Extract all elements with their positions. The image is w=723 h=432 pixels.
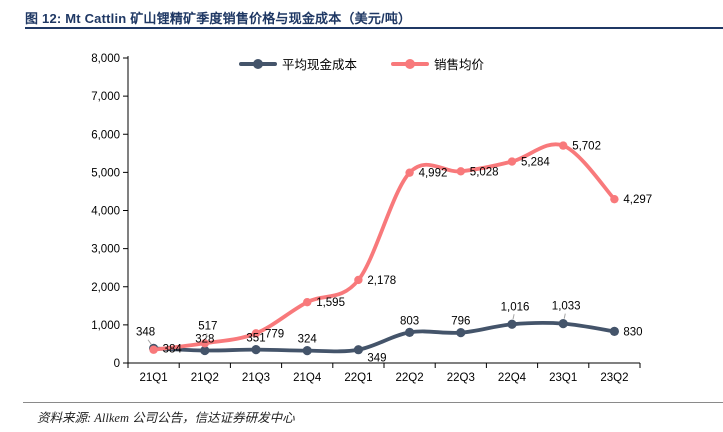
data-point-cash-cost (456, 328, 466, 338)
x-tick-label: 23Q1 (549, 372, 577, 384)
y-tick-label: 8,000 (91, 53, 120, 65)
data-label: 796 (451, 316, 470, 328)
legend-marker-icon (391, 58, 429, 69)
data-label: 803 (400, 315, 419, 327)
y-tick-label: 0 (114, 358, 120, 370)
data-label: 4,992 (419, 168, 448, 180)
data-point-cash-cost (353, 345, 363, 355)
data-point-price (149, 345, 158, 354)
data-point-price (303, 297, 312, 307)
data-label: 324 (298, 334, 318, 346)
data-point-cash-cost (200, 345, 210, 356)
data-point-price (610, 194, 619, 204)
y-tick-label: 3,000 (91, 244, 120, 256)
data-label: 351 (246, 333, 265, 345)
data-point-cash-cost (405, 327, 415, 337)
x-tick-label: 23Q2 (600, 372, 628, 384)
data-label: 328 (195, 333, 214, 345)
data-label: 384 (163, 343, 183, 355)
legend-item-cash-cost: 平均现金成本 (238, 54, 357, 73)
legend-label: 销售均价 (434, 58, 485, 72)
x-tick-label: 22Q1 (344, 372, 372, 384)
data-point-cash-cost (609, 326, 620, 336)
legend-marker-icon (238, 58, 277, 69)
data-point-price (200, 339, 209, 348)
data-label: 830 (623, 326, 642, 338)
source-note: 资料来源: Allkem 公司公告，信达证券研发中心 (37, 411, 295, 425)
data-label: 5,028 (470, 166, 499, 178)
data-point-cash-cost (251, 345, 261, 355)
data-point-cash-cost (507, 319, 517, 329)
legend-label: 平均现金成本 (281, 58, 357, 72)
data-point-cash-cost (302, 346, 312, 356)
y-tick-label: 5,000 (91, 167, 120, 179)
title-underline (25, 27, 723, 29)
label-leader-line (563, 313, 566, 319)
data-label: 348 (136, 327, 155, 339)
data-point-cash-cost (558, 319, 568, 329)
data-point-price (507, 157, 517, 166)
y-tick-label: 6,000 (91, 129, 120, 141)
data-point-price (251, 329, 261, 338)
x-tick-label: 22Q2 (396, 372, 424, 384)
data-label: 1,595 (316, 297, 345, 309)
source-divider (23, 402, 723, 403)
x-tick-label: 22Q4 (498, 372, 527, 384)
label-leader-line (147, 339, 153, 346)
x-tick-label: 21Q2 (191, 372, 219, 384)
label-leader-line (205, 333, 208, 339)
y-tick-label: 7,000 (91, 91, 120, 103)
figure-title: 图 12: Mt Cattlin 矿山锂精矿季度销售价格与现金成本（美元/吨） (25, 11, 412, 26)
data-point-price (456, 167, 465, 176)
legend-item-price: 销售均价 (391, 54, 484, 73)
y-tick-label: 4,000 (91, 206, 120, 218)
data-point-price (405, 168, 414, 177)
y-tick-label: 2,000 (91, 282, 120, 294)
data-label: 517 (198, 320, 217, 332)
data-label: 1,033 (552, 301, 581, 313)
data-label: 779 (265, 328, 284, 340)
chart-legend: 平均现金成本 销售均价 (0, 54, 723, 73)
x-tick-label: 21Q4 (293, 372, 322, 384)
x-tick-label: 21Q1 (140, 372, 168, 384)
data-label: 1,016 (501, 301, 530, 313)
data-label: 5,284 (521, 157, 550, 169)
data-label: 2,178 (367, 275, 396, 287)
data-label: 5,702 (572, 141, 601, 153)
series-line-cash-cost (151, 320, 617, 354)
legend-dot-icon (405, 58, 415, 69)
legend-dot-icon (252, 58, 263, 69)
y-tick-label: 1,000 (91, 320, 120, 332)
x-tick-label: 22Q3 (447, 372, 475, 384)
label-leader-line (512, 314, 515, 320)
series-line-price (151, 142, 617, 352)
data-point-price (559, 141, 568, 150)
x-tick-label: 21Q3 (242, 372, 270, 384)
data-label: 349 (367, 353, 386, 365)
data-label: 4,297 (623, 194, 652, 206)
data-point-price (354, 275, 363, 285)
